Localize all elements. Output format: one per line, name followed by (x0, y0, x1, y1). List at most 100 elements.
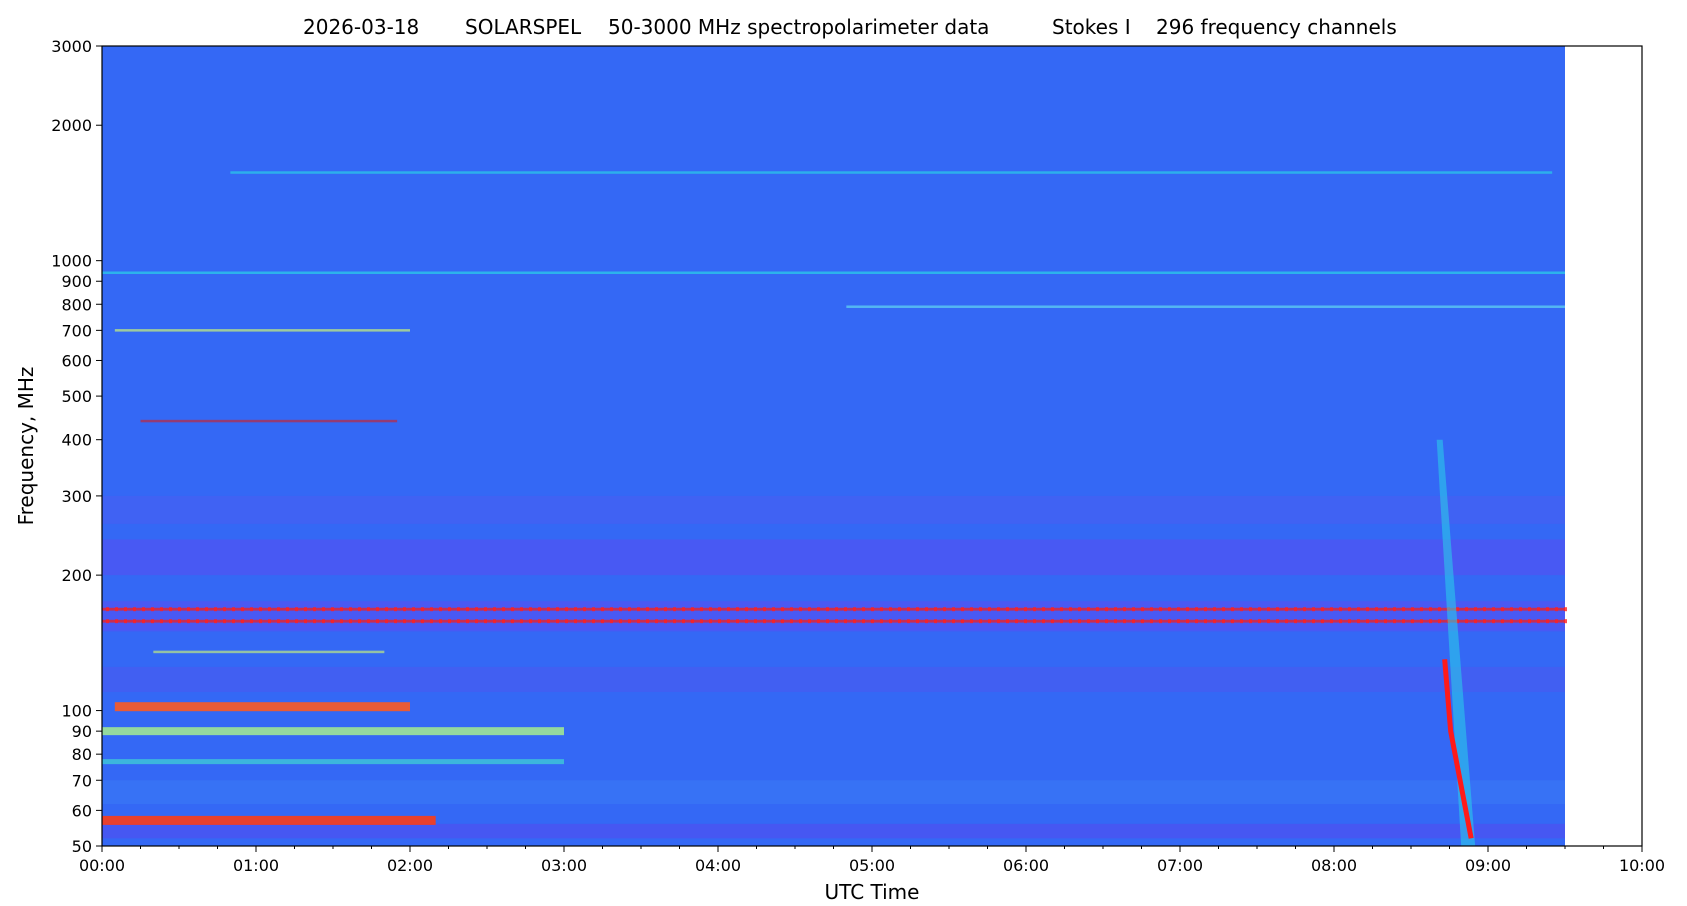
rfi-dot (1213, 607, 1216, 612)
rfi-dot (466, 607, 469, 612)
rfi-dot (763, 619, 766, 624)
rfi-dot (1528, 619, 1531, 624)
rfi-dot (817, 607, 820, 612)
rfi-dot (763, 607, 766, 612)
rfi-dot (1339, 607, 1342, 612)
rfi-dot (106, 607, 109, 612)
frequency-band (114, 329, 410, 332)
rfi-dot (826, 619, 829, 624)
rfi-dot (1366, 607, 1369, 612)
rfi-dot (943, 607, 946, 612)
rfi-dot (1546, 607, 1549, 612)
y-tick-label: 1000 (51, 252, 92, 271)
rfi-dot (241, 607, 244, 612)
frequency-band (102, 607, 1565, 611)
y-tick-label: 200 (61, 566, 92, 585)
rfi-dot (1276, 619, 1279, 624)
rfi-dot (286, 607, 289, 612)
rfi-dot (1492, 619, 1495, 624)
rfi-dot (1222, 607, 1225, 612)
rfi-dot (331, 607, 334, 612)
rfi-dot (1321, 619, 1324, 624)
rfi-dot (1429, 619, 1432, 624)
rfi-dot (601, 607, 604, 612)
rfi-dot (250, 607, 253, 612)
x-tick-label: 10:00 (1619, 856, 1665, 875)
frequency-band (114, 702, 410, 712)
rfi-dot (961, 607, 964, 612)
rfi-dot (1384, 619, 1387, 624)
rfi-dot (1510, 619, 1513, 624)
frequency-band (102, 815, 436, 825)
rfi-dot (124, 619, 127, 624)
rfi-dot (466, 619, 469, 624)
rfi-dot (115, 619, 118, 624)
rfi-dot (1267, 607, 1270, 612)
rfi-dot (1195, 619, 1198, 624)
y-tick-label: 400 (61, 431, 92, 450)
rfi-dot (1168, 619, 1171, 624)
spectrogram-fill (102, 46, 1565, 846)
rfi-dot (997, 619, 1000, 624)
rfi-dot (1528, 607, 1531, 612)
rfi-dot (1060, 607, 1063, 612)
background-texture-band (102, 539, 1565, 576)
plot-area (102, 46, 1642, 846)
rfi-dot (1132, 619, 1135, 624)
rfi-dot (619, 607, 622, 612)
rfi-dot (1402, 619, 1405, 624)
y-tick-label: 900 (61, 272, 92, 291)
rfi-dot (1402, 607, 1405, 612)
y-tick-label: 60 (72, 801, 92, 820)
rfi-dot (412, 619, 415, 624)
rfi-dot (799, 619, 802, 624)
rfi-dot (520, 619, 523, 624)
background-texture-band (102, 495, 1565, 524)
y-tick-label: 90 (72, 722, 92, 741)
rfi-dot (700, 607, 703, 612)
rfi-dot (664, 619, 667, 624)
rfi-dot (322, 607, 325, 612)
rfi-dot (367, 607, 370, 612)
rfi-dot (943, 619, 946, 624)
rfi-dot (160, 607, 163, 612)
title-instrument: SOLARSPEL (465, 15, 582, 39)
rfi-dot (1186, 607, 1189, 612)
title-channels: 296 frequency channels (1156, 15, 1397, 39)
rfi-dot (1411, 607, 1414, 612)
y-tick-label: 70 (72, 771, 92, 790)
rfi-dot (925, 619, 928, 624)
rfi-dot (1078, 607, 1081, 612)
rfi-dot (880, 607, 883, 612)
rfi-dot (1330, 619, 1333, 624)
rfi-dot (1339, 619, 1342, 624)
rfi-dot (475, 607, 478, 612)
rfi-dot (277, 619, 280, 624)
rfi-dot (700, 619, 703, 624)
x-tick-label: 06:00 (1003, 856, 1049, 875)
rfi-dot (952, 619, 955, 624)
rfi-dot (142, 607, 145, 612)
rfi-dot (619, 619, 622, 624)
rfi-dot (808, 607, 811, 612)
rfi-dot (430, 607, 433, 612)
y-tick-label: 600 (61, 351, 92, 370)
y-tick-label: 2000 (51, 116, 92, 135)
rfi-dot (565, 619, 568, 624)
rfi-dot (1348, 607, 1351, 612)
rfi-dot (448, 619, 451, 624)
rfi-dot (511, 607, 514, 612)
rfi-dot (1312, 607, 1315, 612)
rfi-dot (1096, 607, 1099, 612)
rfi-dot (457, 607, 460, 612)
rfi-dot (403, 619, 406, 624)
rfi-dot (304, 619, 307, 624)
rfi-dot (313, 619, 316, 624)
frequency-band (846, 305, 1565, 308)
rfi-dot (1096, 619, 1099, 624)
rfi-dot (556, 619, 559, 624)
radio-burst-core (1442, 659, 1474, 839)
rfi-dot (1438, 607, 1441, 612)
